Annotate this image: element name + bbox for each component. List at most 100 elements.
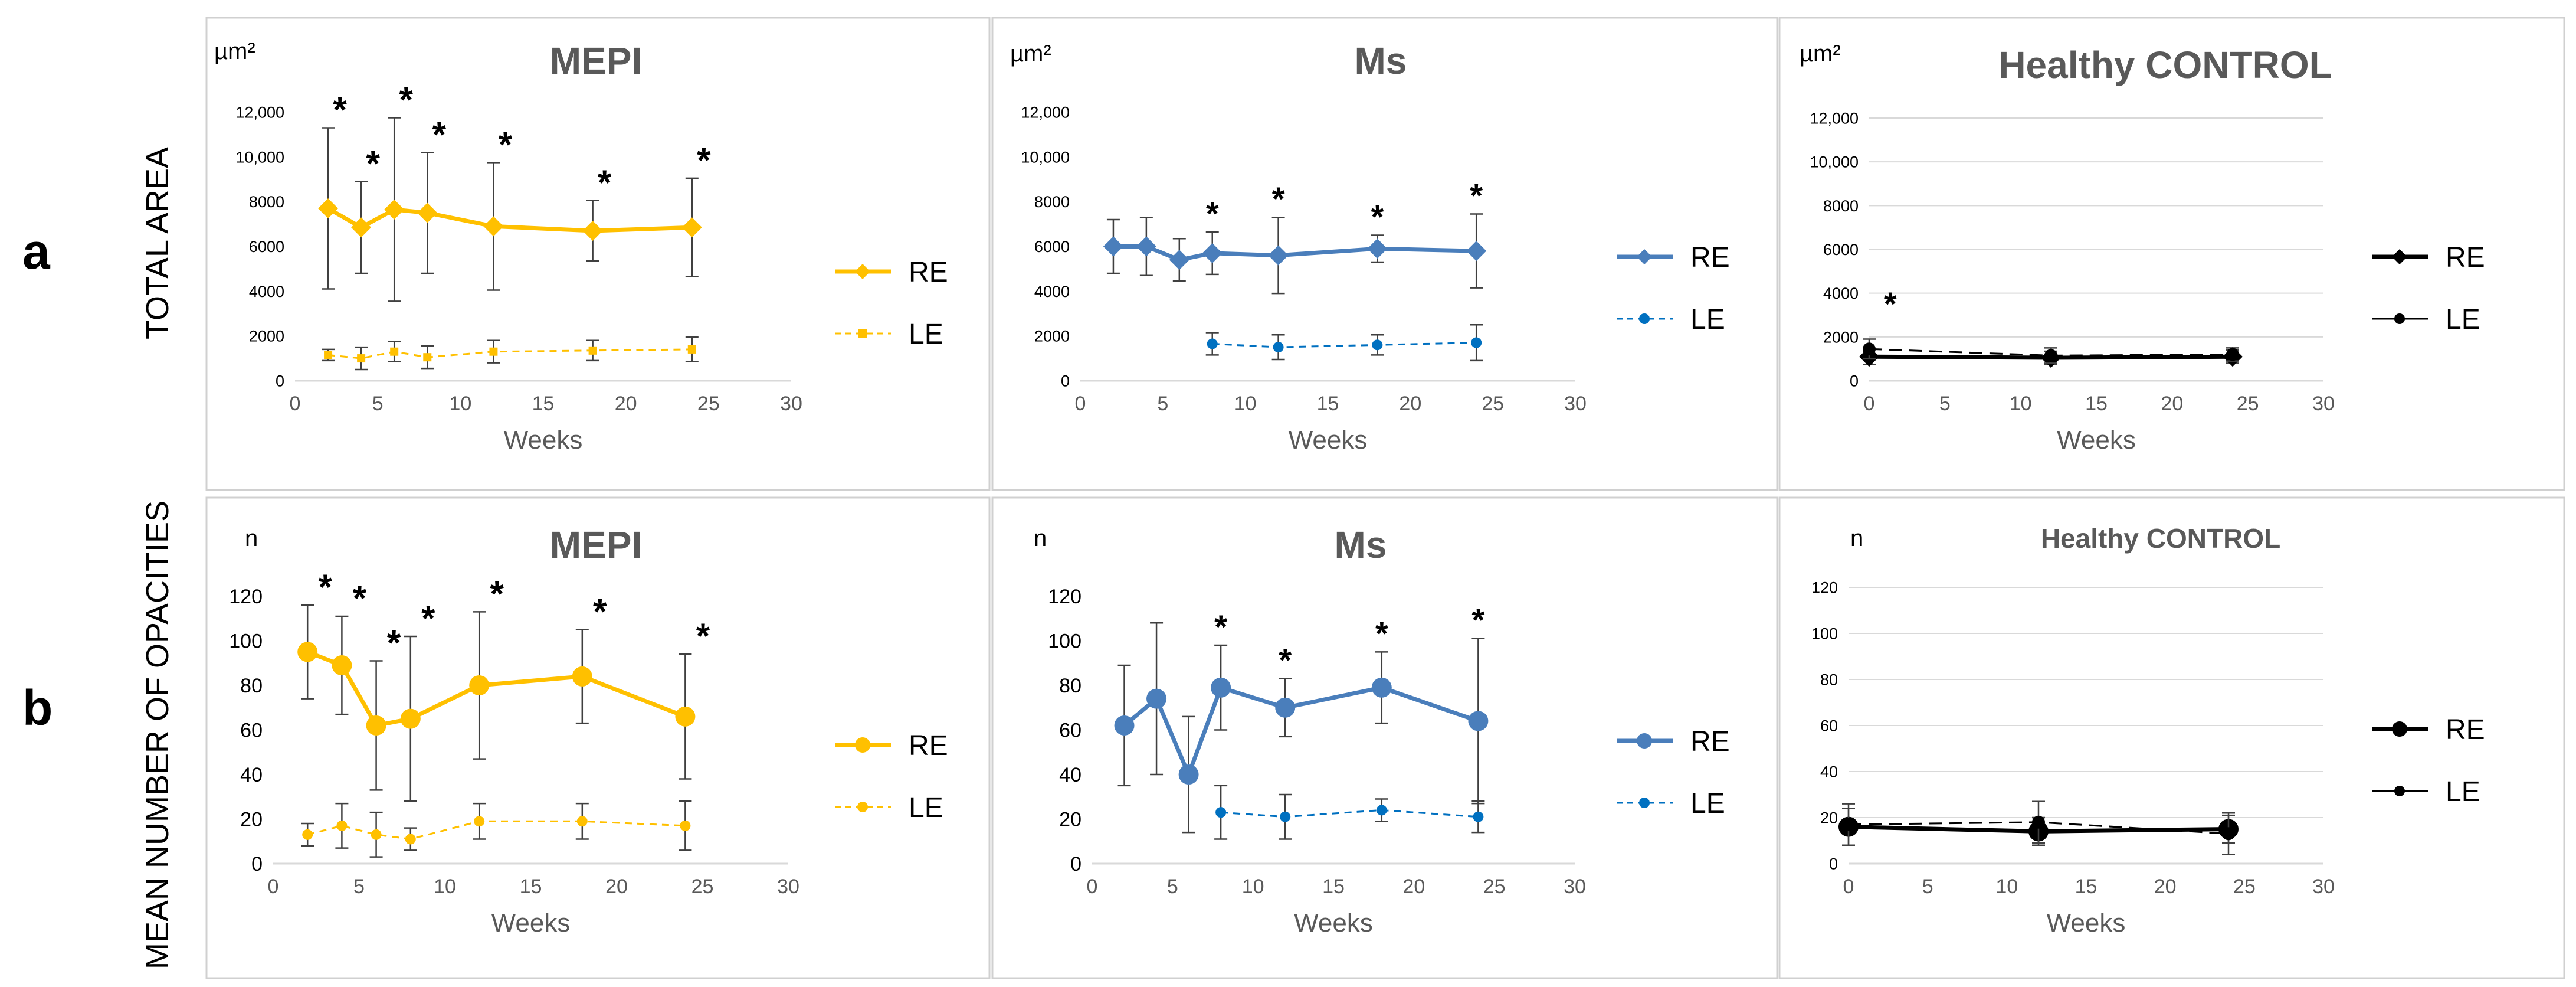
x-tick-label: 5: [353, 875, 365, 898]
significance-asterisk: *: [432, 115, 447, 154]
significance-asterisk: *: [490, 574, 504, 613]
data-point: [405, 834, 416, 845]
series-re: [297, 604, 696, 802]
y-tick-label: 2000: [1823, 328, 1859, 346]
significance-asterisk: *: [319, 567, 333, 607]
legend-marker: [2394, 786, 2405, 796]
data-point: [1371, 677, 1392, 698]
x-tick-label: 20: [2161, 393, 2183, 415]
significance-asterisk: *: [1371, 198, 1384, 236]
y-tick-label: 10,000: [1810, 153, 1859, 171]
series-le: [301, 800, 692, 858]
y-tick-label: 0: [1070, 853, 1081, 875]
x-tick-label: 0: [1087, 875, 1098, 898]
row-b-letter: b: [22, 680, 53, 736]
data-point: [1114, 715, 1135, 736]
data-point: [2222, 827, 2235, 841]
data-point: [324, 351, 333, 359]
legend-marker: [855, 737, 870, 753]
x-tick-label: 25: [1482, 393, 1504, 415]
legend-item-re: RE: [1617, 726, 1730, 757]
row-a-label: TOTAL AREA: [140, 147, 175, 339]
x-axis-label: Weeks: [504, 426, 583, 455]
data-point: [588, 346, 597, 355]
data-point: [576, 816, 588, 827]
legend-item-re: RE: [1617, 242, 1730, 273]
y-tick-label: 2000: [1034, 328, 1070, 345]
x-tick-label: 30: [1564, 393, 1587, 415]
significance-asterisk: *: [1279, 642, 1292, 679]
series-le: [1214, 785, 1485, 840]
chart-a-mepi: MEPI µm² 0 2000 4000 6000 8000 10,000 12,000 0 5 10…: [205, 17, 991, 491]
y-tick-label: 40: [1059, 764, 1081, 786]
data-point: [1146, 688, 1167, 709]
x-tick-label: 10: [434, 875, 456, 898]
data-point: [2032, 815, 2045, 829]
x-tick-label: 20: [2154, 875, 2177, 898]
x-tick-label: 0: [290, 393, 301, 415]
significance-asterisk: *: [1375, 615, 1388, 652]
y-tick-label: 40: [240, 764, 263, 786]
data-point: [1275, 697, 1296, 718]
x-axis-label: Weeks: [1289, 426, 1368, 455]
legend-label: LE: [909, 319, 943, 350]
legend-item-le: LE: [835, 319, 943, 350]
row-a-letter: a: [22, 224, 51, 279]
data-point: [582, 220, 603, 241]
y-tick-label: 120: [229, 586, 263, 608]
data-point: [687, 345, 696, 354]
legend-item-le: LE: [835, 792, 943, 823]
legend-label: LE: [909, 792, 943, 823]
x-axis-label: Weeks: [2047, 908, 2126, 937]
chart-title: MEPI: [550, 524, 642, 566]
panel-frame: [1778, 17, 2565, 491]
legend-marker: [855, 264, 870, 279]
data-point: [1863, 342, 1876, 356]
x-tick-label: 5: [1939, 393, 1951, 415]
legend-item-le: LE: [1617, 304, 1725, 335]
series-le: [1863, 338, 2239, 364]
y-tick-label: 80: [240, 675, 263, 697]
data-point: [1367, 238, 1388, 259]
y-tick-label: 6000: [1034, 238, 1070, 256]
y-unit-label: n: [1034, 525, 1047, 551]
significance-asterisk: *: [1206, 195, 1219, 232]
y-unit-label: n: [245, 525, 258, 551]
legend-label: RE: [1690, 242, 1730, 273]
legend-item-re: RE: [2372, 242, 2485, 273]
significance-asterisk: *: [353, 579, 367, 618]
data-point: [1136, 236, 1156, 257]
y-tick-label: 20: [240, 808, 263, 831]
data-point: [489, 347, 498, 356]
legend-marker: [857, 802, 868, 812]
data-point: [332, 655, 352, 676]
y-tick-label: 4000: [1823, 285, 1859, 302]
legend-marker: [1639, 313, 1650, 324]
y-tick-label: 6000: [249, 238, 284, 256]
data-point: [417, 202, 438, 223]
y-tick-label: 0: [276, 372, 284, 390]
x-tick-label: 0: [268, 875, 279, 898]
x-tick-label: 0: [1843, 875, 1854, 898]
chart-a-control: Healthy CONTROL µm² 0 2000 4000 6000 8000 10,00…: [1778, 17, 2565, 491]
x-tick-label: 25: [2237, 393, 2259, 415]
data-point: [483, 216, 504, 237]
x-tick-label: 10: [1234, 393, 1257, 415]
y-tick-label: 0: [1850, 372, 1859, 390]
data-point: [1466, 241, 1487, 262]
x-tick-label: 0: [1864, 393, 1875, 415]
data-point: [1376, 805, 1387, 816]
y-tick-label: 100: [1048, 630, 1081, 652]
legend-item-le: LE: [2372, 776, 2480, 808]
data-point: [1372, 339, 1383, 351]
data-point: [2044, 349, 2057, 362]
x-tick-label: 30: [2312, 875, 2335, 898]
significance-asterisk: *: [696, 616, 710, 656]
significance-asterisk: *: [1472, 602, 1485, 639]
legend-label: RE: [2446, 242, 2485, 273]
x-tick-label: 30: [777, 875, 799, 898]
y-tick-label: 12,000: [235, 103, 284, 121]
y-tick-label: 12,000: [1810, 109, 1859, 127]
legend-item-re: RE: [835, 257, 948, 288]
